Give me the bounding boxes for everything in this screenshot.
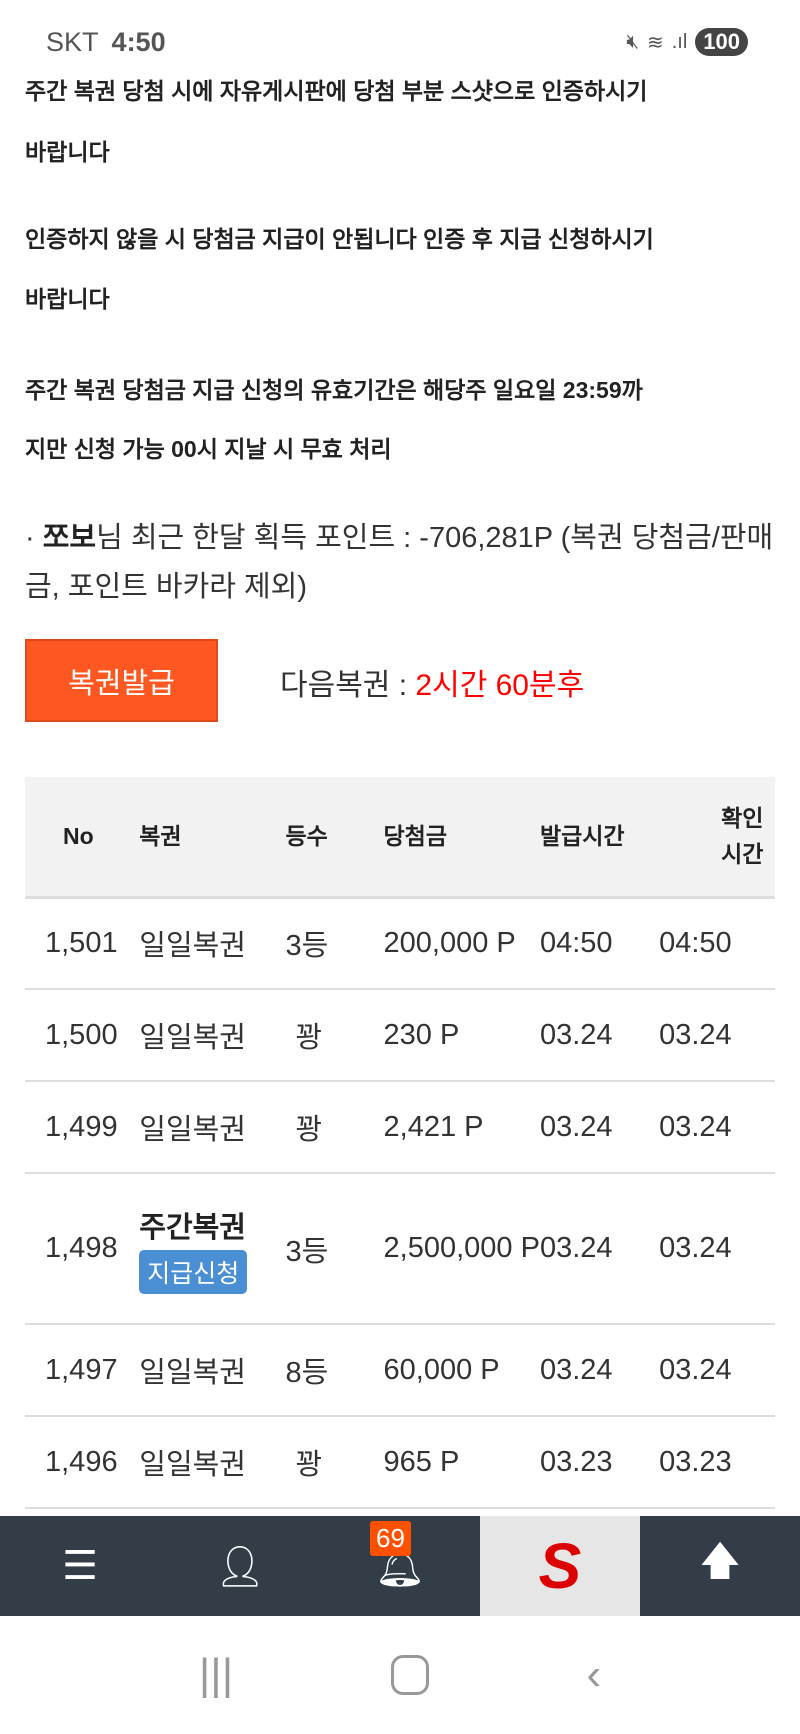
cell-prize: 2,500,000 P xyxy=(383,1173,540,1325)
table-row: 1,496 일일복권 꽝 965 P 03.23 03.23 xyxy=(25,1416,775,1509)
cell-type: 일일복권 xyxy=(139,1081,286,1174)
cell-prize: 200,000 P xyxy=(383,897,540,990)
cell-type: 일일복권 xyxy=(139,1416,286,1509)
cell-issued: 03.23 xyxy=(539,1416,660,1509)
header-issued: 발급시간 xyxy=(539,777,660,899)
next-label: 다음복권 : xyxy=(280,669,416,702)
bottom-nav: ☰ 👤︎ 🔔︎ 69 S 🡅 xyxy=(0,1516,800,1616)
cell-checked: 03.24 xyxy=(659,1081,775,1174)
notice-line: 바랍니다 xyxy=(25,139,110,165)
mute-icon: 🔇︎ xyxy=(626,30,639,53)
wifi-icon: ≋ xyxy=(646,31,664,54)
signal-icon: .ıl xyxy=(671,30,688,53)
header-type: 복권 xyxy=(139,777,286,899)
cell-no: 1,497 xyxy=(25,1324,140,1417)
system-nav: ||| ‹ xyxy=(0,1616,800,1734)
cell-rank: 3등 xyxy=(285,897,384,990)
cell-checked: 03.23 xyxy=(659,1416,775,1509)
notice-line: 주간 복권 당첨 시에 자유게시판에 당첨 부분 스샷으로 인증하시기 xyxy=(25,78,648,104)
issue-lottery-button[interactable]: 복권발급 xyxy=(25,639,218,722)
site-logo-button[interactable]: S xyxy=(480,1516,640,1616)
username: 쪼보 xyxy=(42,522,97,554)
carrier: SKT xyxy=(46,26,99,57)
header-checked: 확인시간 xyxy=(659,777,775,899)
profile-button[interactable]: 👤︎ xyxy=(160,1516,320,1616)
points-summary: · 쪼보님 최근 한달 획득 포인트 : -706,281P (복권 당첨금/판… xyxy=(25,514,785,612)
header-prize: 당첨금 xyxy=(383,777,540,899)
notice-line: 주간 복권 당첨금 지급 신청의 유효기간은 해당주 일요일 23:59까 xyxy=(25,377,643,403)
status-bar: SKT 4:50 🔇︎ ≋ .ıl 100 xyxy=(46,22,748,62)
cell-issued: 03.24 xyxy=(539,989,660,1082)
cell-rank: 3등 xyxy=(285,1173,384,1325)
notice-line: 인증하지 않을 시 당첨금 지급이 안됩니다 인증 후 지급 신청하시기 xyxy=(25,226,654,252)
cell-no: 1,496 xyxy=(25,1416,140,1509)
cell-checked: 03.24 xyxy=(659,1324,775,1417)
cell-no: 1,498 xyxy=(25,1173,140,1325)
cell-issued: 03.24 xyxy=(539,1081,660,1174)
pay-request-button[interactable]: 지급신청 xyxy=(139,1249,248,1294)
table-row: 1,497 일일복권 8등 60,000 P 03.24 03.24 xyxy=(25,1324,775,1417)
lottery-type: 주간복권 xyxy=(139,1211,246,1244)
battery-level: 100 xyxy=(695,28,748,56)
cell-checked: 03.24 xyxy=(659,1173,775,1325)
user-icon: 👤︎ xyxy=(214,1544,266,1589)
cell-rank: 꽝 xyxy=(285,989,384,1082)
cell-type: 일일복권 xyxy=(139,989,286,1082)
clock: 4:50 xyxy=(111,26,166,57)
lottery-table: No 복권 등수 당첨금 발급시간 확인시간 1,501 일일복권 3등 200,… xyxy=(25,777,775,1509)
arrow-up-icon: 🡅 xyxy=(699,1539,741,1583)
cell-prize: 2,421 P xyxy=(383,1081,540,1174)
cell-prize: 60,000 P xyxy=(383,1324,540,1417)
next-countdown: 2시간 60분후 xyxy=(415,669,585,702)
back-icon[interactable]: ‹ xyxy=(586,1650,602,1699)
cell-prize: 965 P xyxy=(383,1416,540,1509)
notice-line: 바랍니다 xyxy=(25,286,110,312)
cell-prize: 230 P xyxy=(383,989,540,1082)
cell-no: 1,500 xyxy=(25,989,140,1082)
scroll-top-button[interactable]: 🡅 xyxy=(640,1516,800,1616)
cell-issued: 03.24 xyxy=(539,1173,660,1325)
hamburger-icon: ☰ xyxy=(62,1544,98,1588)
home-icon[interactable] xyxy=(390,1655,429,1695)
table-row: 1,500 일일복권 꽝 230 P 03.24 03.24 xyxy=(25,989,775,1082)
notice-line: 지만 신청 가능 00시 지날 시 무효 처리 xyxy=(25,436,392,462)
table-header: No 복권 등수 당첨금 발급시간 확인시간 xyxy=(25,777,775,899)
notification-badge: 69 xyxy=(370,1521,411,1556)
next-lottery: 다음복권 : 2시간 60분후 xyxy=(280,660,584,704)
points-text: 님 최근 한달 획득 포인트 : -706,281P (복권 당첨금/판매금, … xyxy=(25,522,774,603)
cell-no: 1,499 xyxy=(25,1081,140,1174)
header-no: No xyxy=(25,777,140,899)
logo-s: S xyxy=(538,1530,582,1602)
cell-rank: 꽝 xyxy=(285,1416,384,1509)
cell-type: 일일복권 xyxy=(139,897,286,990)
cell-no: 1,501 xyxy=(25,897,140,990)
cell-checked: 04:50 xyxy=(659,897,775,990)
header-rank: 등수 xyxy=(285,777,384,899)
cell-rank: 꽝 xyxy=(285,1081,384,1174)
cell-checked: 03.24 xyxy=(659,989,775,1082)
cell-type: 일일복권 xyxy=(139,1324,286,1417)
menu-button[interactable]: ☰ xyxy=(0,1516,160,1616)
table-row: 1,501 일일복권 3등 200,000 P 04:50 04:50 xyxy=(25,897,775,990)
cell-issued: 04:50 xyxy=(539,897,660,990)
table-row: 1,499 일일복권 꽝 2,421 P 03.24 03.24 xyxy=(25,1081,775,1174)
notifications-button[interactable]: 🔔︎ 69 xyxy=(320,1516,480,1616)
recents-icon[interactable]: ||| xyxy=(198,1650,234,1699)
cell-rank: 8등 xyxy=(285,1324,384,1417)
cell-issued: 03.24 xyxy=(539,1324,660,1417)
bullet: · xyxy=(25,522,43,554)
